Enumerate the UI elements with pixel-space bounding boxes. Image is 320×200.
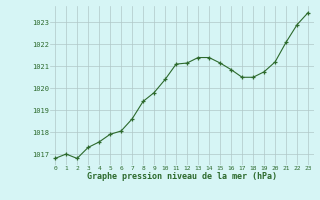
X-axis label: Graphe pression niveau de la mer (hPa): Graphe pression niveau de la mer (hPa)	[87, 172, 276, 181]
